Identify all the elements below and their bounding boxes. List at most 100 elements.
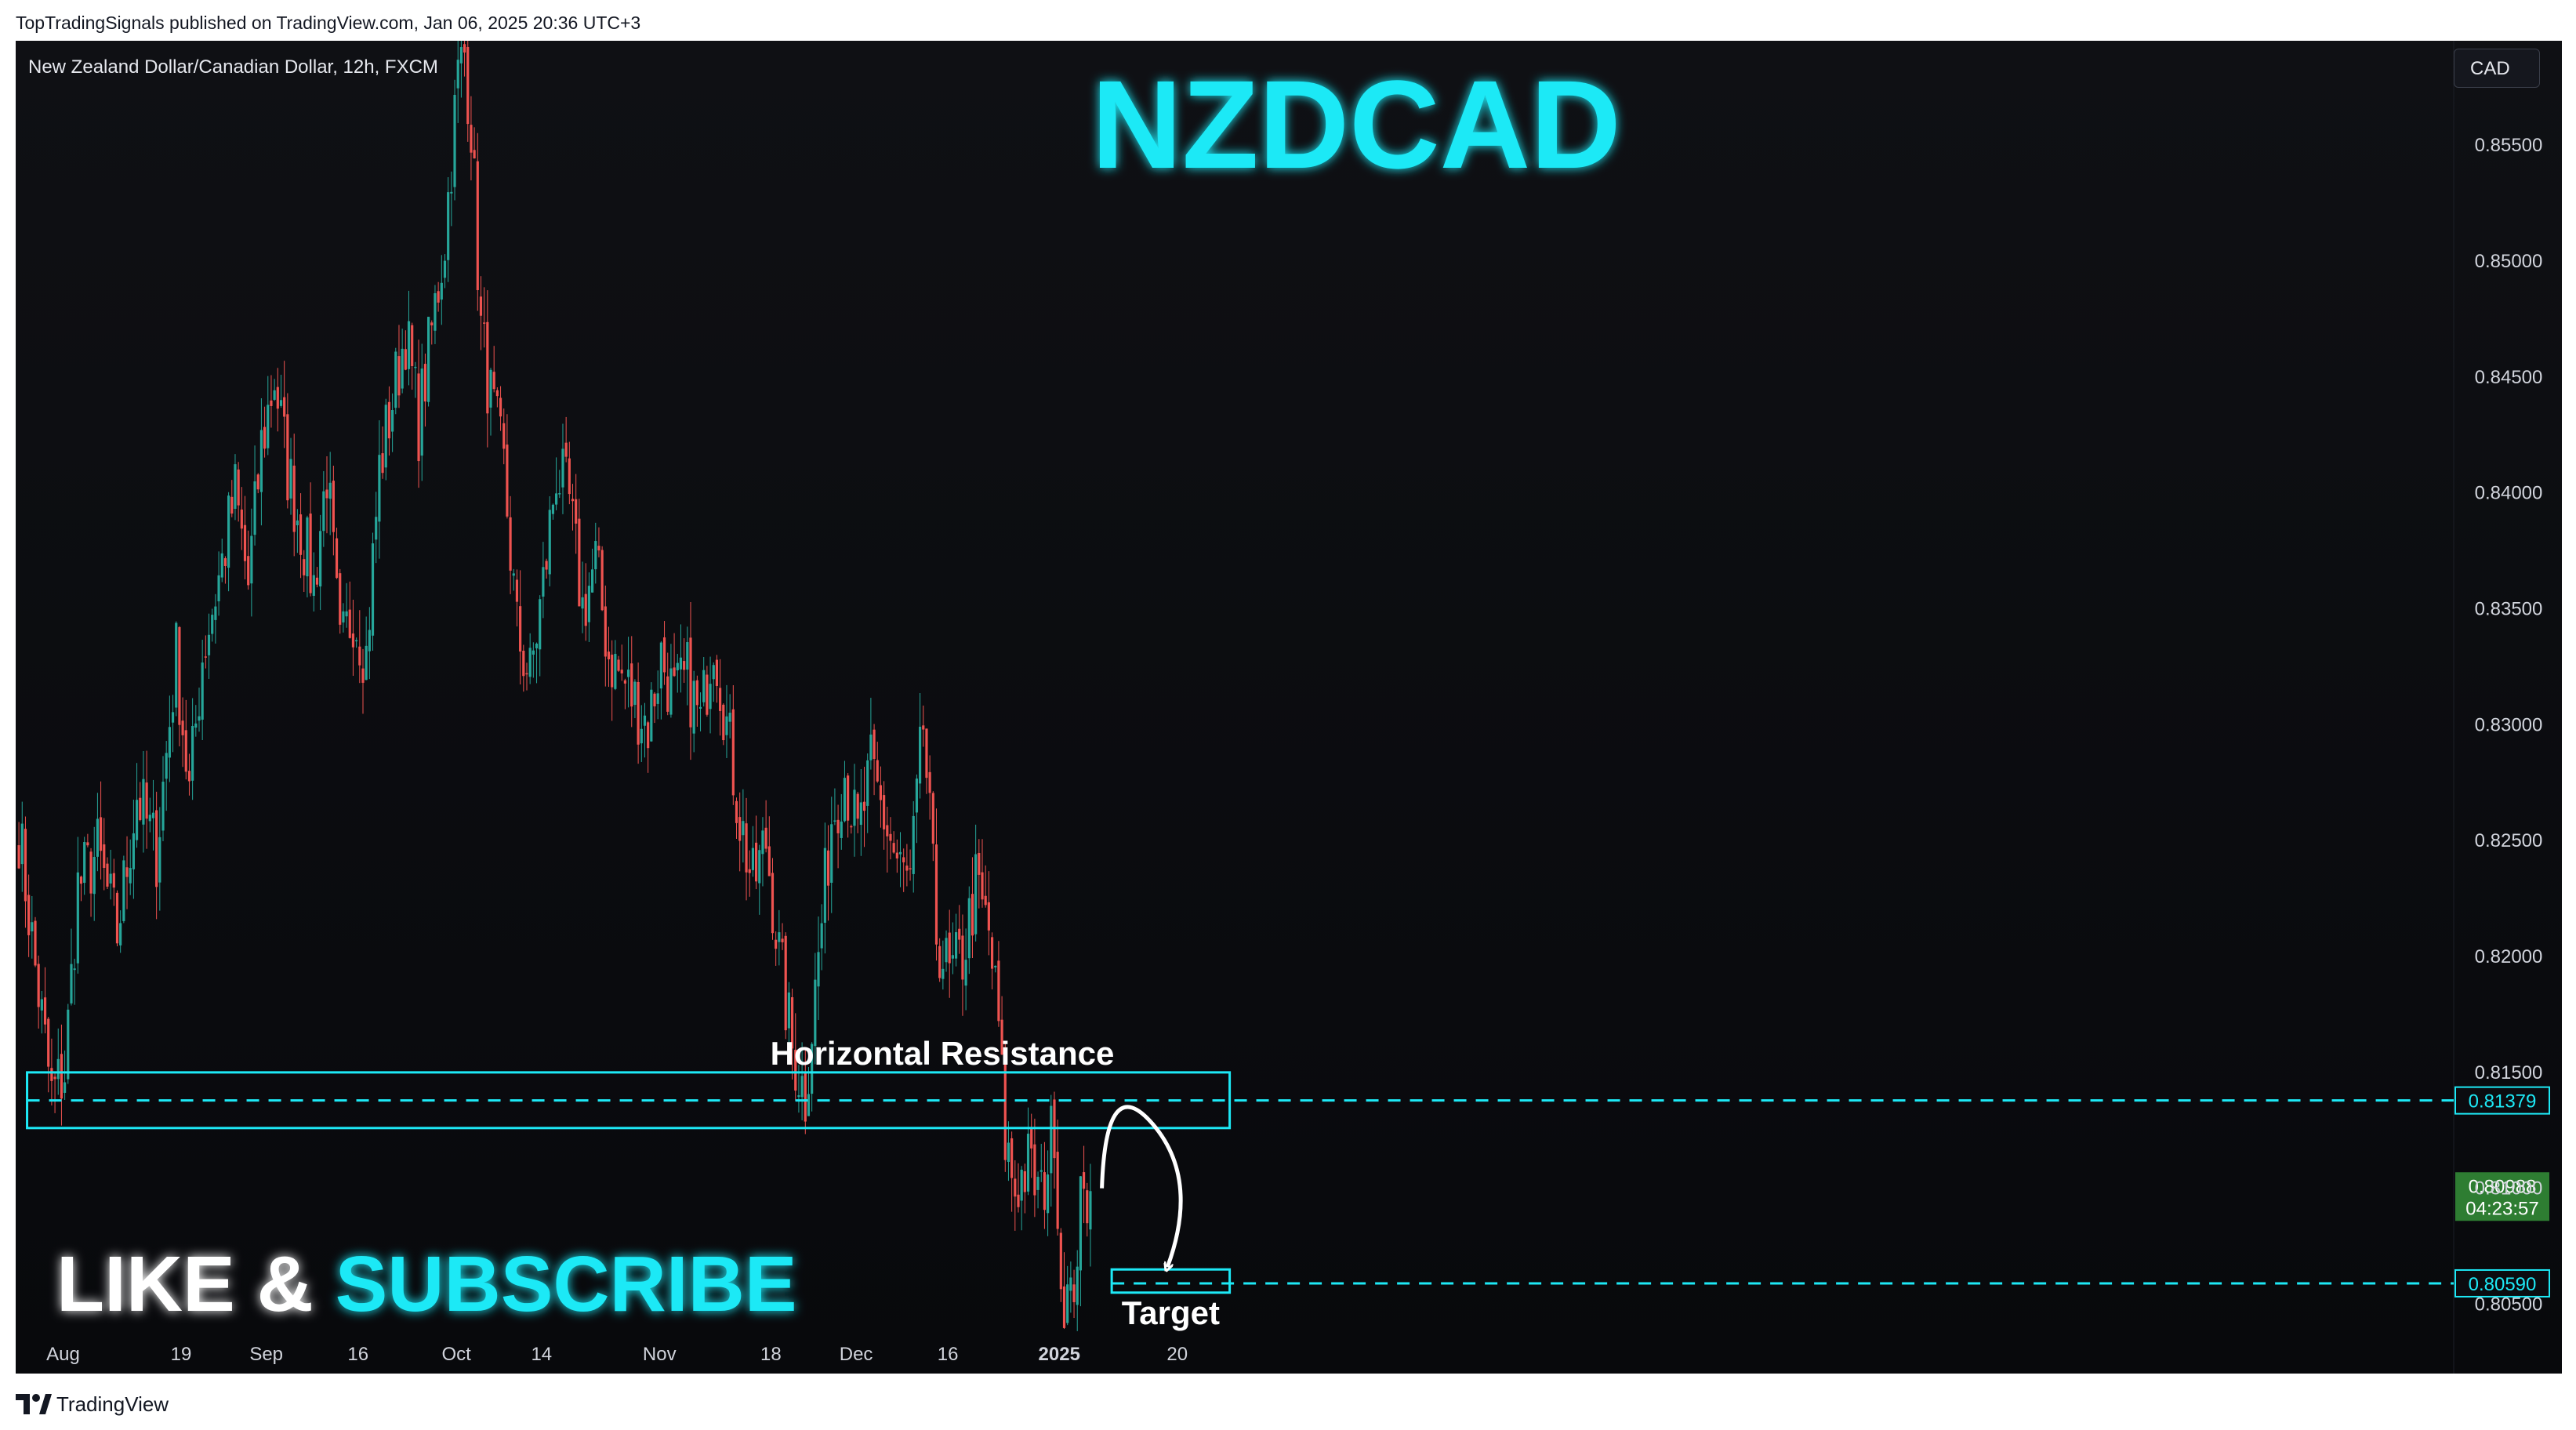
candle-body [695, 680, 698, 706]
candle-body [378, 455, 381, 522]
candle-body [902, 857, 905, 862]
candle-body [489, 369, 492, 408]
candle-body [578, 518, 581, 607]
x-tick-label: 18 [760, 1344, 782, 1365]
candle-body [892, 843, 895, 853]
candle-body [781, 938, 784, 942]
candle-body [630, 663, 633, 707]
candle-body [519, 606, 522, 652]
candle-body [607, 651, 611, 659]
chart-panel[interactable]: Horizontal Resistance 0.81379 Target 0.8059… [16, 41, 2562, 1374]
candle-body [761, 830, 764, 855]
target-label: Target [1122, 1294, 1220, 1331]
candle-body [345, 611, 348, 617]
candle-body [898, 851, 902, 855]
candle-body [161, 782, 165, 831]
candle-body [847, 775, 850, 821]
candle-body [217, 575, 220, 601]
candle-body [558, 493, 561, 495]
candle-body [1083, 1172, 1086, 1189]
candle-body [187, 771, 191, 782]
candle-body [1020, 1169, 1023, 1201]
candle-body [571, 499, 575, 502]
candle-body [597, 546, 600, 551]
candle-body [417, 373, 420, 462]
candle-body [129, 868, 132, 884]
x-tick-label: 2025 [1039, 1344, 1080, 1365]
currency-selector[interactable]: CAD [2454, 49, 2540, 88]
candle-body [617, 659, 620, 671]
y-tick-label: 0.83500 [2475, 598, 2543, 619]
candle-body [142, 779, 145, 825]
candle-body [283, 397, 286, 417]
candle-body [463, 44, 466, 53]
candle-body [375, 517, 378, 540]
candle-body [614, 654, 617, 689]
candle-body [96, 818, 99, 857]
candle-body [247, 556, 250, 586]
resistance-label: Horizontal Resistance [771, 1035, 1115, 1072]
candle-body [814, 979, 817, 1047]
candle-body [728, 713, 731, 722]
candle-body [450, 191, 453, 194]
candle-body [683, 661, 686, 670]
x-tick-label: 16 [347, 1344, 368, 1365]
candle-body [817, 952, 820, 987]
candle-body [328, 482, 332, 499]
candle-body [1047, 1174, 1050, 1214]
candle-body [103, 844, 106, 868]
candle-body [115, 892, 119, 944]
candle-body [368, 630, 371, 651]
candle-body [34, 920, 37, 966]
candle-body [1086, 1190, 1089, 1224]
candle-body [122, 860, 125, 921]
candle-body [934, 844, 938, 945]
candle-body [112, 873, 115, 888]
candle-body [93, 857, 96, 895]
candle-body [974, 854, 978, 935]
candle-body [47, 1018, 50, 1067]
candle-body [594, 541, 597, 570]
symbol-label: New Zealand Dollar/Canadian Dollar, 12h,… [28, 56, 438, 78]
candle-body [303, 559, 306, 575]
candle-body [473, 150, 476, 159]
candle-body [978, 852, 981, 875]
candle-body [279, 400, 283, 406]
x-tick-label: 20 [1166, 1344, 1188, 1365]
candle-body [381, 453, 384, 474]
candle-body [155, 810, 158, 887]
candle-body [332, 481, 335, 532]
candle-body [719, 688, 722, 711]
like-text: LIKE & [56, 1240, 336, 1328]
x-tick-label: Aug [46, 1344, 80, 1365]
candle-body [434, 293, 437, 331]
candle-body [581, 597, 584, 609]
candle-body [60, 1054, 63, 1099]
candle-body [928, 771, 931, 793]
candle-body [745, 823, 748, 873]
candle-body [243, 524, 247, 561]
candle-body [951, 955, 954, 959]
candle-body [994, 965, 997, 967]
candle-body [240, 509, 243, 529]
candle-body [1010, 1138, 1014, 1178]
price-chart[interactable]: Horizontal Resistance 0.81379 Target 0.8059… [16, 41, 2562, 1374]
candle-body [53, 1076, 56, 1080]
candle-body [528, 648, 532, 677]
candle-body [611, 655, 614, 688]
candle-body [591, 569, 594, 593]
last-price-label: 0.80988 [2469, 1176, 2537, 1197]
target-price-label: 0.80590 [2469, 1274, 2537, 1295]
candle-body [43, 997, 47, 1025]
tradingview-logo[interactable]: TradingView [16, 1392, 169, 1416]
overlays-layer: Horizontal Resistance 0.81379 Target 0.8059… [26, 54, 2550, 1331]
publish-header: TopTradingSignals published on TradingVi… [0, 0, 2576, 41]
candle-body [771, 873, 775, 934]
candle-body [876, 760, 879, 782]
candle-body [509, 517, 512, 571]
candle-body [1033, 1144, 1036, 1196]
candle-body [492, 372, 495, 390]
candle-body [315, 577, 319, 585]
x-tick-label: Sep [249, 1344, 283, 1365]
candle-body [1069, 1277, 1072, 1291]
